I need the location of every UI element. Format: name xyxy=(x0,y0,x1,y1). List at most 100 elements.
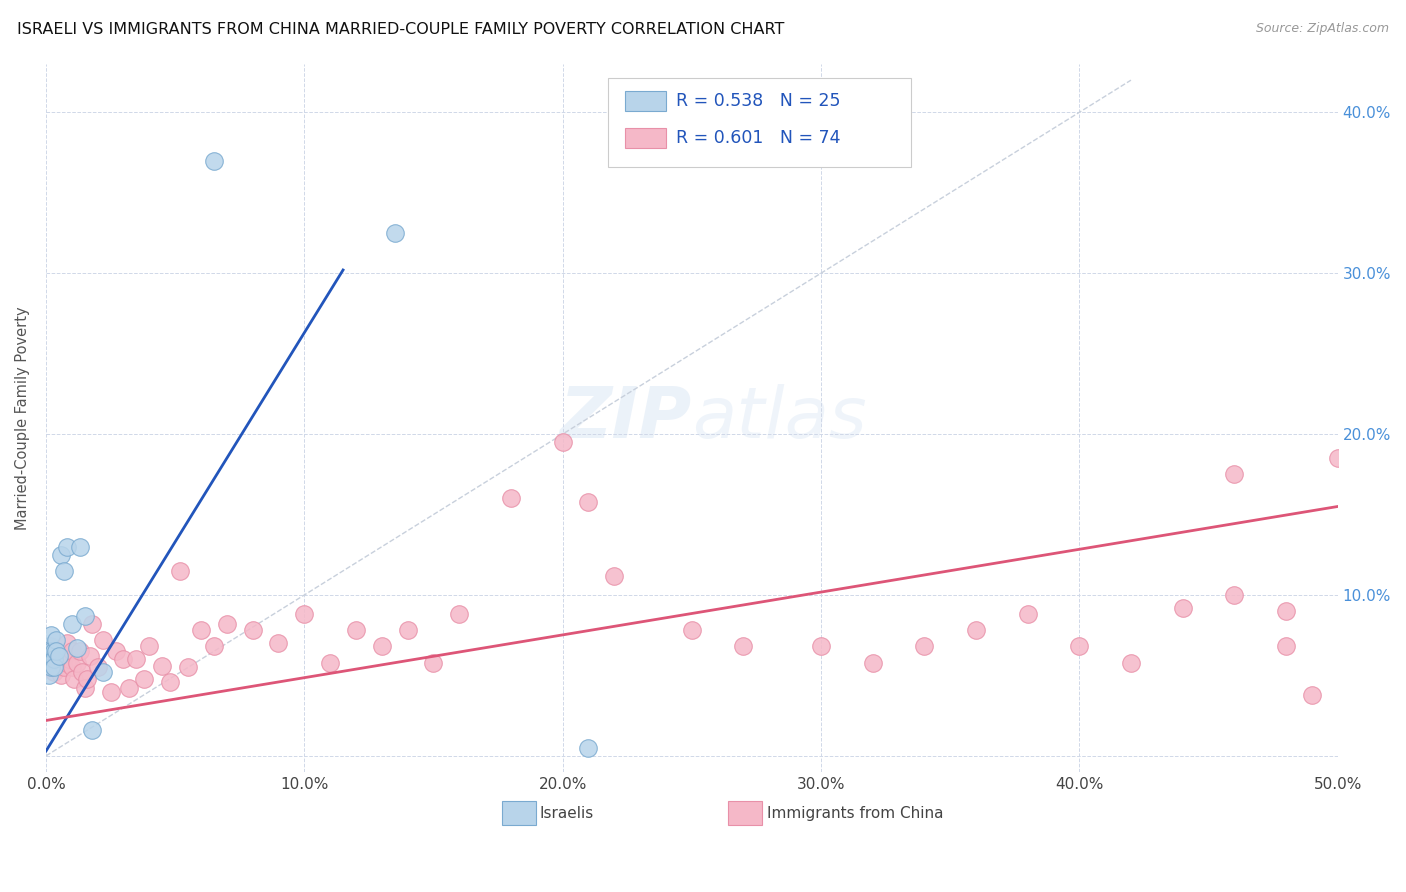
Text: atlas: atlas xyxy=(692,384,866,452)
Point xyxy=(48,649,70,664)
Point xyxy=(177,660,200,674)
Point xyxy=(603,568,626,582)
Point xyxy=(60,660,83,674)
Point xyxy=(66,641,89,656)
Point xyxy=(39,660,62,674)
Point xyxy=(551,435,574,450)
Point xyxy=(1171,600,1194,615)
Point xyxy=(396,624,419,638)
Point xyxy=(150,658,173,673)
Point xyxy=(42,644,65,658)
Point xyxy=(86,660,108,674)
Point xyxy=(48,660,70,674)
Point xyxy=(51,656,73,670)
Point xyxy=(384,226,406,240)
Point xyxy=(1223,467,1246,482)
Point xyxy=(58,652,80,666)
Point xyxy=(125,652,148,666)
Point xyxy=(53,564,76,578)
Point xyxy=(38,668,60,682)
Point xyxy=(38,652,60,666)
FancyBboxPatch shape xyxy=(502,801,536,825)
Point xyxy=(810,640,832,654)
Point xyxy=(45,644,67,658)
Point xyxy=(242,624,264,638)
Point xyxy=(38,660,60,674)
Point xyxy=(39,644,62,658)
Point xyxy=(578,494,600,508)
Point xyxy=(42,665,65,680)
Point xyxy=(138,640,160,654)
Text: ZIP: ZIP xyxy=(560,384,692,452)
Point xyxy=(91,665,114,680)
Point xyxy=(51,668,73,682)
Point xyxy=(76,672,98,686)
Point xyxy=(42,660,65,674)
Point xyxy=(73,681,96,696)
Point xyxy=(60,644,83,658)
Point xyxy=(499,491,522,506)
Text: Israelis: Israelis xyxy=(540,806,593,822)
Point xyxy=(45,660,67,674)
Point xyxy=(1301,688,1323,702)
Point xyxy=(1017,607,1039,622)
Point xyxy=(42,649,65,664)
Point xyxy=(190,624,212,638)
FancyBboxPatch shape xyxy=(624,91,666,112)
Point xyxy=(1275,640,1298,654)
Point xyxy=(60,616,83,631)
Point xyxy=(965,624,987,638)
Point xyxy=(45,652,67,666)
Point xyxy=(134,672,156,686)
Point xyxy=(91,633,114,648)
Point xyxy=(912,640,935,654)
Point xyxy=(449,607,471,622)
Point xyxy=(371,640,394,654)
Point xyxy=(70,665,93,680)
Point xyxy=(69,540,91,554)
Point xyxy=(53,660,76,674)
Point xyxy=(55,540,77,554)
Point xyxy=(112,652,135,666)
Text: R = 0.601   N = 74: R = 0.601 N = 74 xyxy=(676,128,841,146)
Point xyxy=(73,608,96,623)
Point xyxy=(319,656,342,670)
Point xyxy=(82,616,104,631)
Y-axis label: Married-Couple Family Poverty: Married-Couple Family Poverty xyxy=(15,306,30,530)
Point xyxy=(1119,656,1142,670)
Point xyxy=(1223,588,1246,602)
Point xyxy=(1275,604,1298,618)
Point xyxy=(39,628,62,642)
Point xyxy=(344,624,367,638)
Point xyxy=(39,649,62,664)
FancyBboxPatch shape xyxy=(624,128,666,148)
Point xyxy=(169,564,191,578)
Point xyxy=(862,656,884,670)
Point xyxy=(79,649,101,664)
Point xyxy=(1069,640,1091,654)
Point xyxy=(38,656,60,670)
Point xyxy=(215,616,238,631)
Point xyxy=(117,681,139,696)
Text: Immigrants from China: Immigrants from China xyxy=(766,806,943,822)
Point xyxy=(63,672,86,686)
Point xyxy=(82,723,104,738)
Point xyxy=(69,644,91,658)
Point xyxy=(42,656,65,670)
Point xyxy=(267,636,290,650)
FancyBboxPatch shape xyxy=(728,801,762,825)
Point xyxy=(53,652,76,666)
Point xyxy=(48,649,70,664)
Point xyxy=(292,607,315,622)
Point xyxy=(422,656,444,670)
Point xyxy=(51,548,73,562)
Point xyxy=(39,640,62,654)
Point xyxy=(55,636,77,650)
Text: ISRAELI VS IMMIGRANTS FROM CHINA MARRIED-COUPLE FAMILY POVERTY CORRELATION CHART: ISRAELI VS IMMIGRANTS FROM CHINA MARRIED… xyxy=(17,22,785,37)
Point xyxy=(733,640,755,654)
Point xyxy=(159,674,181,689)
Point xyxy=(42,652,65,666)
Point xyxy=(39,652,62,666)
Point xyxy=(1326,451,1348,466)
Point xyxy=(39,660,62,674)
